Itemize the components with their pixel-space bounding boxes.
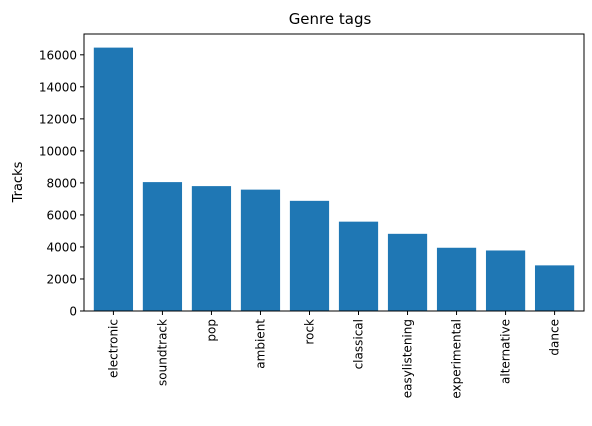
bar-electronic	[93, 47, 134, 311]
y-tick-label: 16000	[39, 48, 77, 62]
y-tick-label: 8000	[46, 176, 77, 190]
y-tick-label: 14000	[39, 80, 77, 94]
bar-pop	[191, 186, 232, 311]
bar-dance	[534, 265, 575, 311]
bar-alternative	[485, 250, 526, 311]
y-axis-label: Tracks	[11, 161, 26, 203]
y-tick-label: 4000	[46, 240, 77, 254]
plot-frame	[83, 33, 585, 312]
x-tick-label: electronic	[106, 319, 120, 378]
x-ticks-layer: electronic soundtrack pop ambient rock classi…	[106, 311, 562, 399]
x-tick-label: classical	[352, 319, 366, 369]
x-tick-label: ambient	[253, 319, 267, 369]
bar-rock	[289, 200, 330, 311]
bar-classical	[338, 221, 379, 311]
bar-soundtrack	[142, 182, 183, 311]
bar-easylistening	[387, 233, 428, 311]
x-tick-label: experimental	[450, 319, 464, 399]
x-tick-label: alternative	[499, 319, 513, 384]
x-tick-label: dance	[548, 319, 562, 356]
chart-title: Genre tags	[289, 10, 372, 28]
y-tick-label: 0	[69, 305, 77, 319]
bar-experimental	[436, 247, 477, 311]
x-tick-label: pop	[204, 319, 218, 342]
x-tick-label: easylistening	[401, 319, 415, 398]
x-tick-label: rock	[302, 319, 316, 345]
bar-ambient	[240, 189, 281, 311]
y-tick-label: 12000	[39, 112, 77, 126]
bars-layer	[93, 47, 575, 311]
y-tick-label: 2000	[46, 272, 77, 286]
y-ticks-layer: 0 2000 4000 6000 8000 10000 12000 14000 16000	[39, 48, 84, 319]
y-tick-label: 10000	[39, 144, 77, 158]
x-tick-label: soundtrack	[155, 319, 169, 386]
y-tick-label: 6000	[46, 208, 77, 222]
